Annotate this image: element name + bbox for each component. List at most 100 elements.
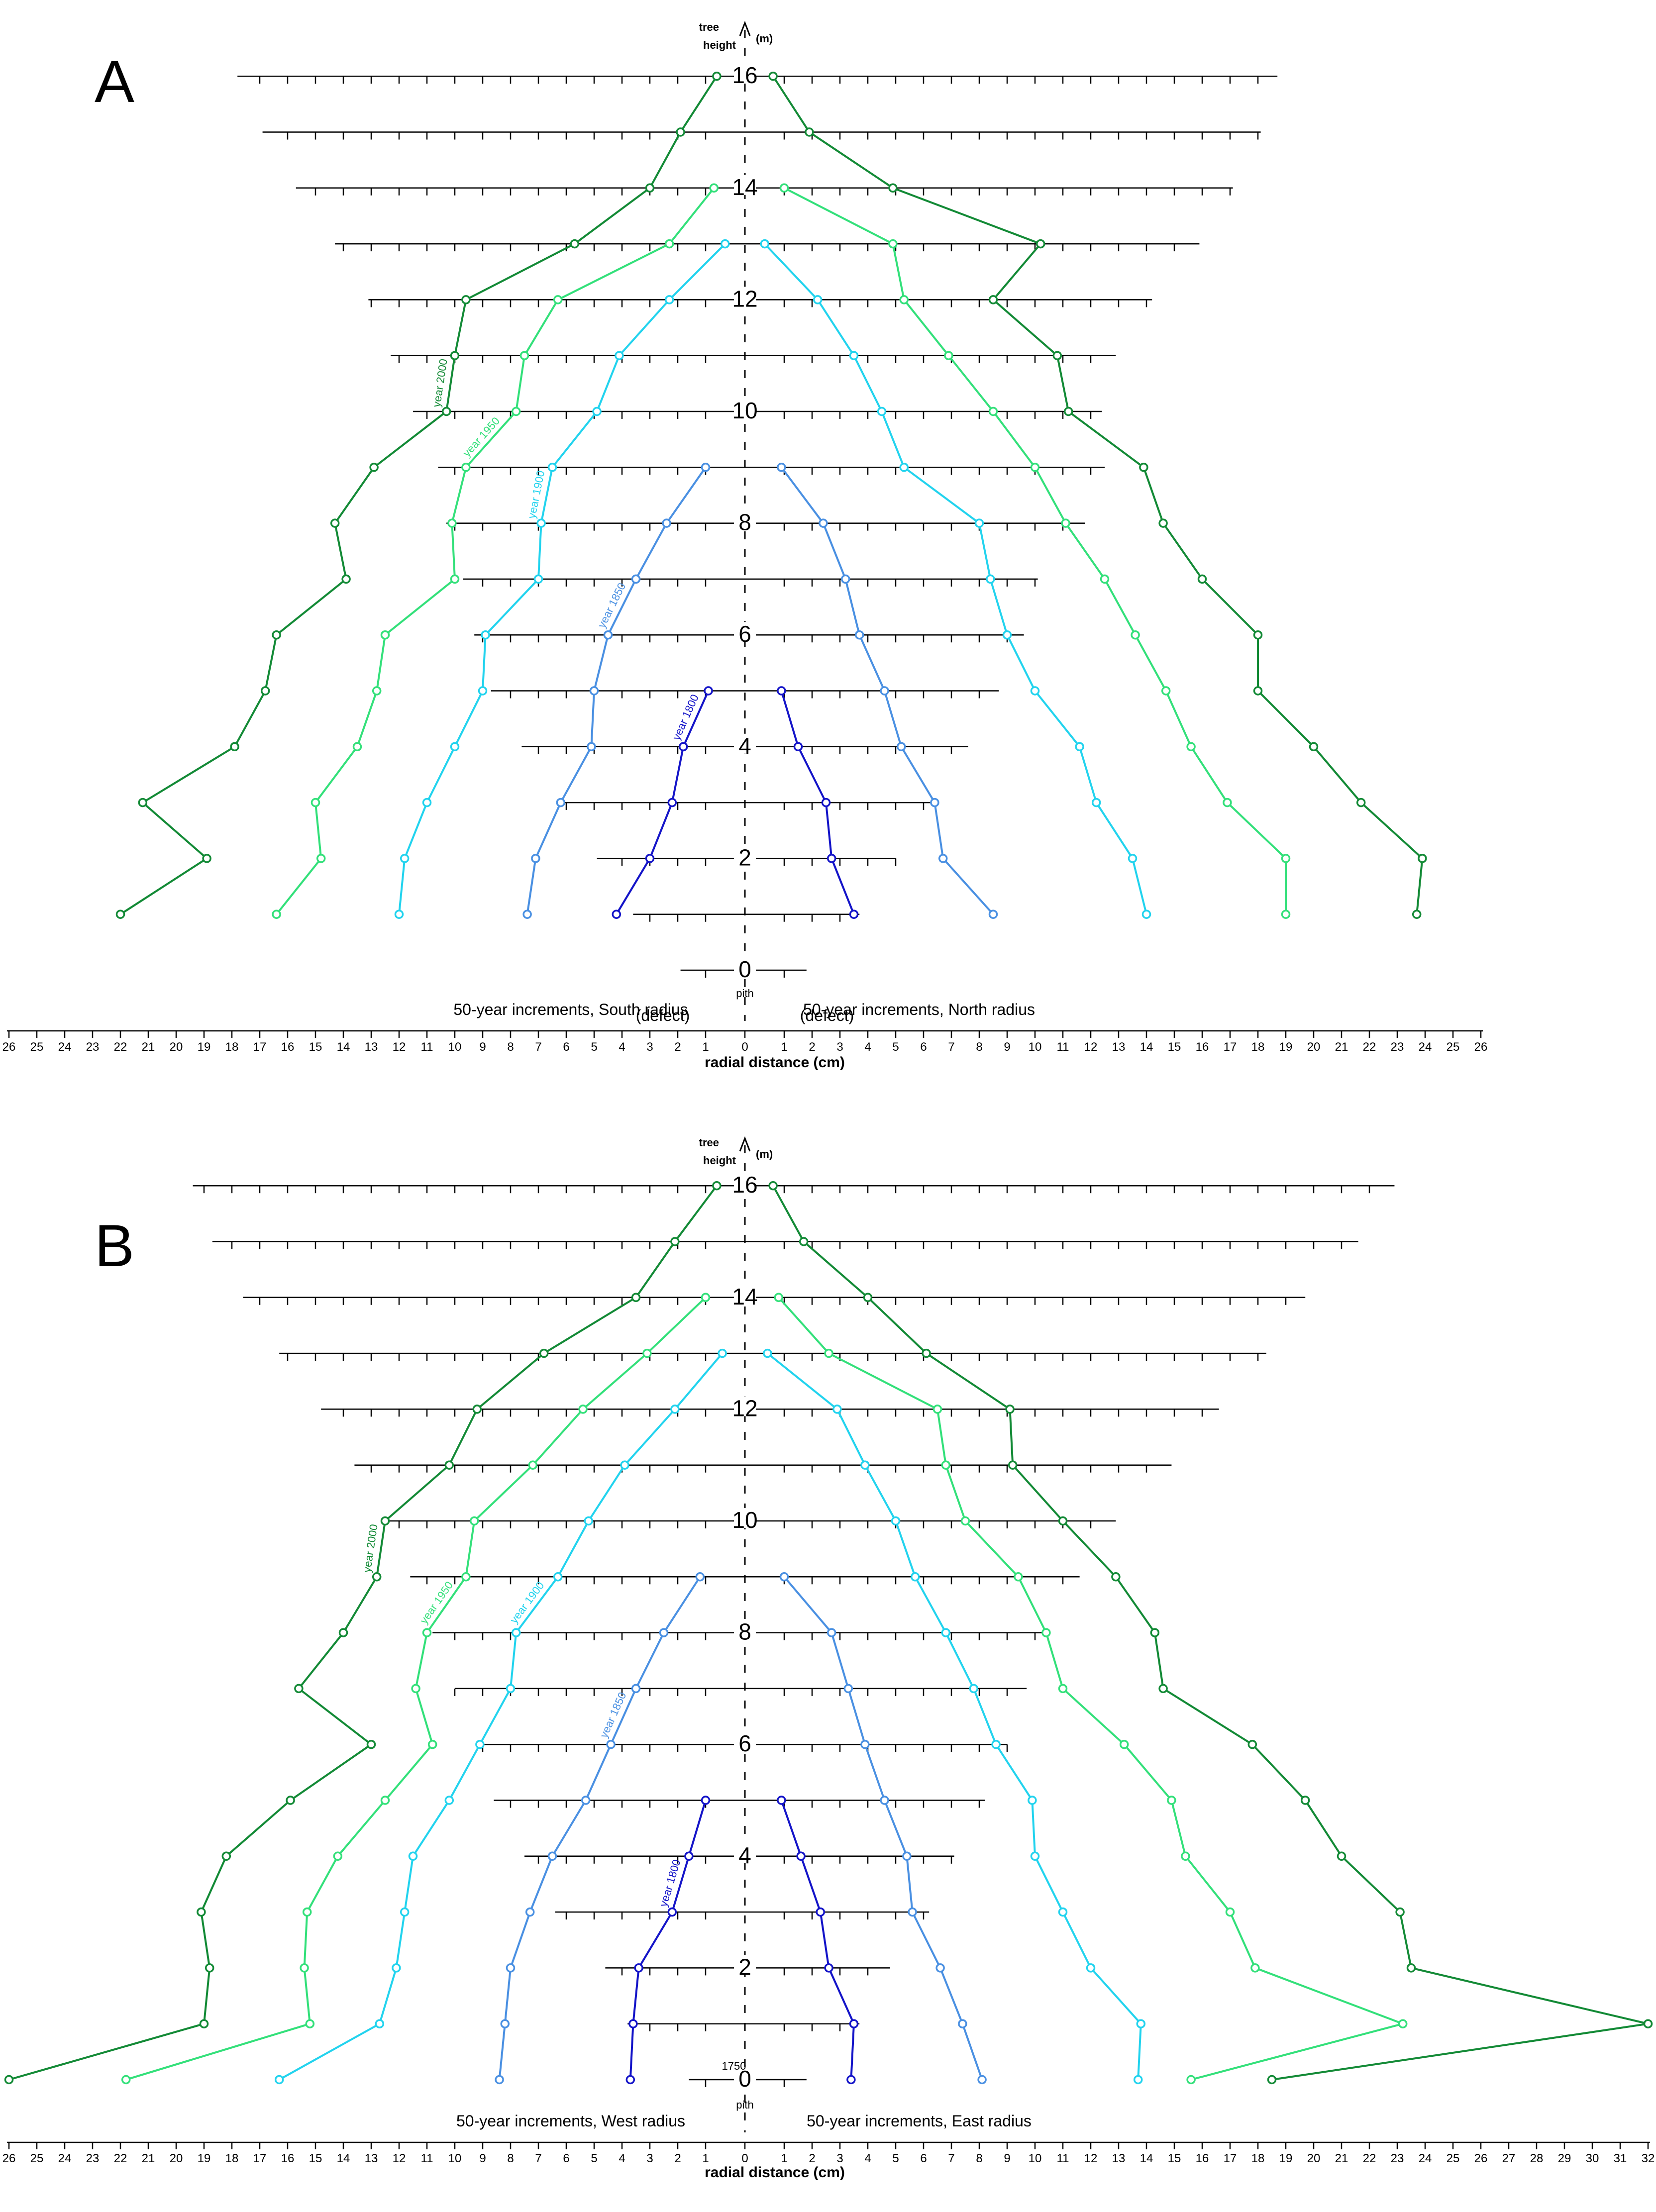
panel-a-series-year-1950-right-point bbox=[1186, 742, 1196, 752]
panel-a-axis-tick-label: 5 bbox=[591, 1040, 597, 1054]
panel-b-series-year-1800-right-point bbox=[816, 1907, 826, 1917]
panel-b-series-year-2000-right-point bbox=[1395, 1907, 1405, 1917]
panel-a-series-year-2000-right-point bbox=[1253, 686, 1263, 696]
panel-a-series-year-1950-left-point bbox=[272, 909, 281, 919]
panel-b-axis-tick-label: 26 bbox=[1474, 2152, 1488, 2165]
panel-a-series-year-1950-right-point bbox=[899, 295, 909, 304]
panel-b-series-year-1800-right-point bbox=[777, 1796, 786, 1805]
panel-b-series-year-1850-right-point bbox=[779, 1572, 789, 1582]
panel-a-series-year-2000-left-point bbox=[450, 351, 460, 360]
panel-b-axis-tick-label: 20 bbox=[1307, 2152, 1321, 2165]
panel-b-series-year-2000-left-point bbox=[294, 1684, 304, 1694]
panel-a-right-radius-label: 50-year increments, North radius bbox=[803, 1001, 1035, 1018]
panel-b-series-year-1900-left-point bbox=[408, 1851, 418, 1861]
panel-a-defect-right: (defect) bbox=[800, 1006, 854, 1024]
panel-a-pith-label: pith bbox=[736, 987, 753, 1000]
panel-a-series-year-1850-right-point bbox=[896, 742, 906, 752]
panel-a-series-year-1950-left-point bbox=[380, 630, 390, 640]
panel-a-series-year-2000-right-point bbox=[1356, 798, 1366, 807]
panel-b-series-year-2000-right-point bbox=[1406, 1963, 1416, 1973]
panel-b-height-label-1: tree bbox=[699, 1136, 719, 1149]
panel-a-height-label: 0 bbox=[738, 956, 751, 982]
panel-a-axis-tick-label: 14 bbox=[1140, 1040, 1153, 1054]
panel-b-series-year-1800 bbox=[625, 1796, 859, 2085]
panel-b-series-year-1900-right-point bbox=[1030, 1851, 1040, 1861]
panel-a-series-year-2000-left-point bbox=[272, 630, 281, 640]
panel-a-series-year-2000-left-point bbox=[330, 518, 340, 528]
panel-b-1750-marker: 1750 bbox=[722, 2060, 746, 2072]
panel-a-series-year-1950-left-point bbox=[519, 351, 529, 360]
panel-a-series-year-1900-right-point bbox=[986, 574, 995, 584]
panel-b-series-year-1850-right-point bbox=[902, 1851, 912, 1861]
panel-a-axis-tick-label: 10 bbox=[448, 1040, 462, 1054]
panel-a-series-year-1900-left-point bbox=[615, 351, 624, 360]
panel-a-height-label-bg bbox=[734, 733, 756, 754]
panel-b-series-year-1800-left-line bbox=[629, 1800, 707, 2080]
panel-b-series-year-2000-right-point bbox=[1247, 1739, 1257, 1749]
panel-b-axis-tick-label: 1 bbox=[702, 2152, 709, 2165]
panel-a-axis-tick-label: 2 bbox=[674, 1040, 681, 1054]
panel-b-series-year-1950-right-point bbox=[1181, 1851, 1190, 1861]
panel-b-axis-tick-label: 24 bbox=[1419, 2152, 1432, 2165]
panel-a-series-year-1900-left-point bbox=[536, 518, 546, 528]
panel-b-axis-arrow bbox=[739, 1136, 751, 1152]
panel-a-series-year-2000-left-point bbox=[369, 463, 379, 472]
panel-a-axis-tick-label: 18 bbox=[1251, 1040, 1265, 1054]
panel-b-series-year-1900-right-line bbox=[767, 1352, 1142, 2080]
panel-a-series-year-1850-left-point bbox=[589, 686, 599, 696]
panel-a-series-year-1850-right-point bbox=[777, 463, 786, 472]
panel-a-axis-tick-label: 24 bbox=[1419, 1040, 1432, 1054]
panel-b-series-year-1950-left-point bbox=[528, 1460, 538, 1470]
panel-a-axis-tick-label: 20 bbox=[1307, 1040, 1321, 1054]
panel-a-series-year-1950-right-point bbox=[1131, 630, 1140, 640]
panel-b-series-year-1900 bbox=[274, 1348, 1146, 2085]
panel-a-series-year-1900-left-point bbox=[481, 630, 490, 640]
panel-b-series-year-1900-right-point bbox=[969, 1684, 979, 1694]
panel-a-series-year-1950-left-point bbox=[511, 406, 521, 416]
panel-a-series-year-1850-right-point bbox=[819, 518, 828, 528]
panel-a-axis-tick-label: 24 bbox=[58, 1040, 72, 1054]
panel-a-series-year-1900-left-point bbox=[720, 239, 730, 249]
panel-b-axis-tick-label: 6 bbox=[920, 2152, 927, 2165]
panel-b-series-year-1800-left-point bbox=[701, 1796, 711, 1805]
panel-b-axis-tick-label: 9 bbox=[1004, 2152, 1010, 2165]
panel-b-series-year-1850-left-point bbox=[525, 1907, 535, 1917]
panel-b-axis-tick-label: 15 bbox=[1168, 2152, 1181, 2165]
panel-b-axis-tick-label: 19 bbox=[198, 2152, 211, 2165]
panel-b-axis-tick-label: 18 bbox=[1251, 2152, 1265, 2165]
panel-b-series-year-1950 bbox=[121, 1293, 1408, 2085]
panel-b-series-year-1850-right-point bbox=[958, 2019, 967, 2028]
panel-b-series-year-1900-left-point bbox=[375, 2019, 385, 2028]
panel-b-series-year-1950-right-point bbox=[824, 1348, 833, 1358]
panel-b-axis-tick-label: 15 bbox=[309, 2152, 322, 2165]
panel-b-series-year-2000-right-point bbox=[768, 1181, 778, 1191]
panel-b-axis-tick-label: 10 bbox=[448, 2152, 462, 2165]
panel-b-height-label-bg bbox=[734, 1173, 756, 1193]
panel-b-series-year-1900-right-point bbox=[910, 1572, 920, 1582]
panel-b-series-year-1950-left-point bbox=[300, 1963, 309, 1973]
panel-b-axis-tick-label: 2 bbox=[809, 2152, 815, 2165]
panel-a-series-year-1850-left-point bbox=[556, 798, 566, 807]
panel-b-height-label-bg bbox=[734, 1619, 756, 1640]
panel-a-axis-tick-label: 26 bbox=[1474, 1040, 1488, 1054]
panel-b-series-year-1900-left-point bbox=[444, 1796, 454, 1805]
panel-b-axis-tick-label: 10 bbox=[1029, 2152, 1042, 2165]
panel-a-axis-tick-label: 16 bbox=[281, 1040, 295, 1054]
panel-a-height-label: 12 bbox=[732, 286, 757, 311]
panel-b-axis-tick-label: 4 bbox=[864, 2152, 871, 2165]
panel-a-series-year-2000-left-point bbox=[341, 574, 351, 584]
panel-a-series-year-1950-right-point bbox=[1100, 574, 1110, 584]
panel-a-letter: A bbox=[95, 48, 134, 115]
panel-a-left-radius-label: 50-year increments, South radius bbox=[453, 1001, 688, 1018]
panel-a-series-year-2000-left-point bbox=[676, 127, 685, 137]
panel-b-x-title: radial distance (cm) bbox=[705, 2164, 845, 2181]
panel-a-axis-tick-label: 11 bbox=[421, 1040, 433, 1054]
panel-b-series-year-1900-left-point bbox=[620, 1460, 629, 1470]
panel-a-series-year-1900 bbox=[394, 239, 1151, 919]
panel-b-series-year-1900-left-point bbox=[584, 1516, 594, 1526]
panel-b-series-year-2000-left-point bbox=[372, 1572, 382, 1582]
panel-a-axis-tick-label: 17 bbox=[253, 1040, 267, 1054]
panel-a-series-year-1950-right-point bbox=[1061, 518, 1070, 528]
panel-b-series-year-2000-right-point bbox=[1150, 1628, 1160, 1637]
panel-a-series-year-1900-left-point bbox=[547, 463, 557, 472]
